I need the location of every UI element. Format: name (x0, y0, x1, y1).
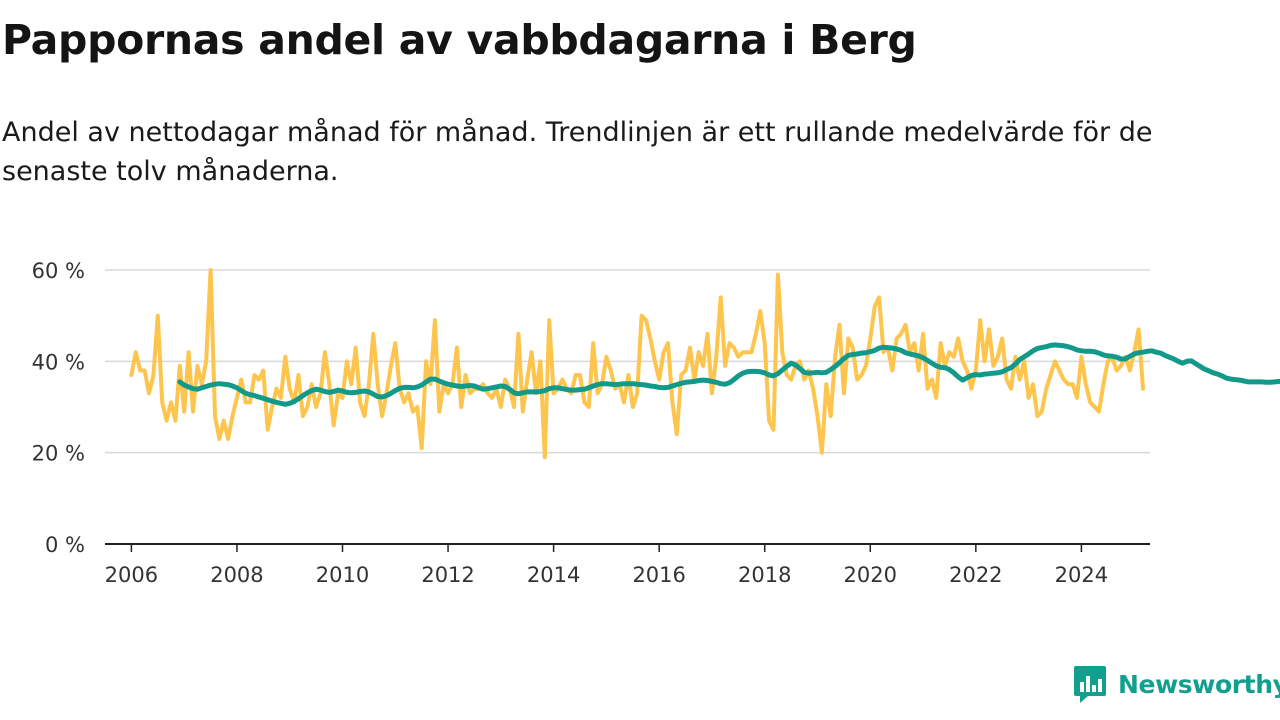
newsworthy-logo-icon (1074, 666, 1106, 703)
brand-name: Newsworthy (1118, 669, 1280, 699)
x-tick-label: 2020 (844, 563, 897, 587)
y-tick-label: 20 % (32, 442, 85, 466)
chart-title: Pappornas andel av vabbdagarna i Berg (2, 16, 917, 64)
y-tick-label: 40 % (32, 350, 85, 374)
axes: 0 % 20 % 40 % 60 % 2006 2008 2010 2012 2014 2016 2… (32, 259, 1150, 587)
x-tick-label: 2006 (105, 563, 158, 587)
x-tick-label: 2014 (527, 563, 580, 587)
series-line-per-manad (129, 268, 1145, 460)
newsworthy-logo: Newsworthy (1072, 664, 1280, 704)
y-tick-label: 60 % (32, 259, 85, 283)
x-tick-label: 2024 (1055, 563, 1108, 587)
x-tick-label: 2018 (738, 563, 791, 587)
series-layer (129, 268, 1280, 460)
x-tick-label: 2008 (210, 563, 263, 587)
x-tick-label: 2010 (316, 563, 369, 587)
series-line-trend (177, 342, 1280, 407)
x-tick-label: 2016 (632, 563, 685, 587)
chart-subtitle: Andel av nettodagar månad för månad. Tre… (2, 117, 1153, 187)
x-tick-label: 2022 (949, 563, 1002, 587)
y-tick-label: 0 % (45, 533, 85, 557)
x-tick-label: 2012 (421, 563, 474, 587)
